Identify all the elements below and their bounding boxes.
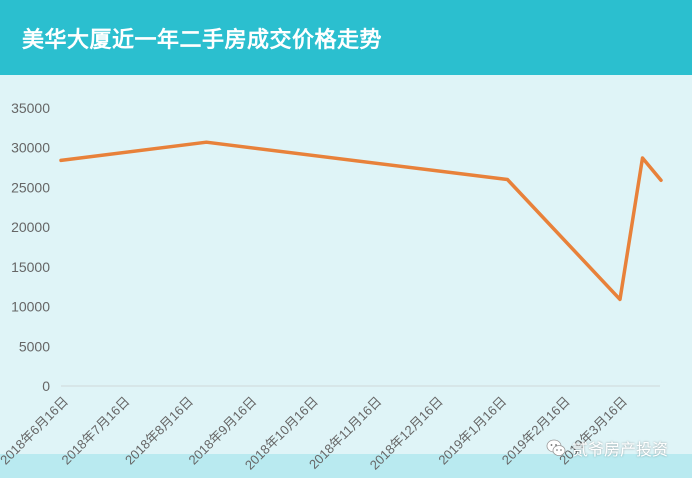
chart-title: 美华大厦近一年二手房成交价格走势 [22, 28, 383, 53]
series-line [59, 140, 663, 302]
y-tick-label: 10000 [11, 299, 50, 315]
watermark-text: 贰爷房产投资 [571, 440, 668, 459]
y-tick-label: 25000 [11, 179, 50, 195]
y-tick-label: 20000 [11, 219, 50, 235]
y-axis: 0 5000 10000 15000 20000 25000 30000 35000 [11, 100, 50, 394]
footer-band [0, 454, 692, 478]
y-tick-label: 5000 [19, 338, 50, 354]
y-tick-label: 30000 [11, 140, 50, 156]
x-axis: 2018年6月16日2018年7月16日2018年8月16日2018年9月16日… [0, 394, 630, 473]
series-group [59, 140, 663, 302]
watermark: 贰爷房产投资 [546, 436, 668, 460]
y-tick-label: 15000 [11, 259, 50, 275]
wechat-chat-icon [546, 439, 566, 456]
line-chart: 0 5000 10000 15000 20000 25000 30000 35000 2018… [0, 100, 663, 473]
y-tick-label: 35000 [11, 100, 50, 116]
y-tick-label: 0 [42, 378, 50, 394]
chart-header: 美华大厦近一年二手房成交价格走势 [0, 0, 692, 75]
